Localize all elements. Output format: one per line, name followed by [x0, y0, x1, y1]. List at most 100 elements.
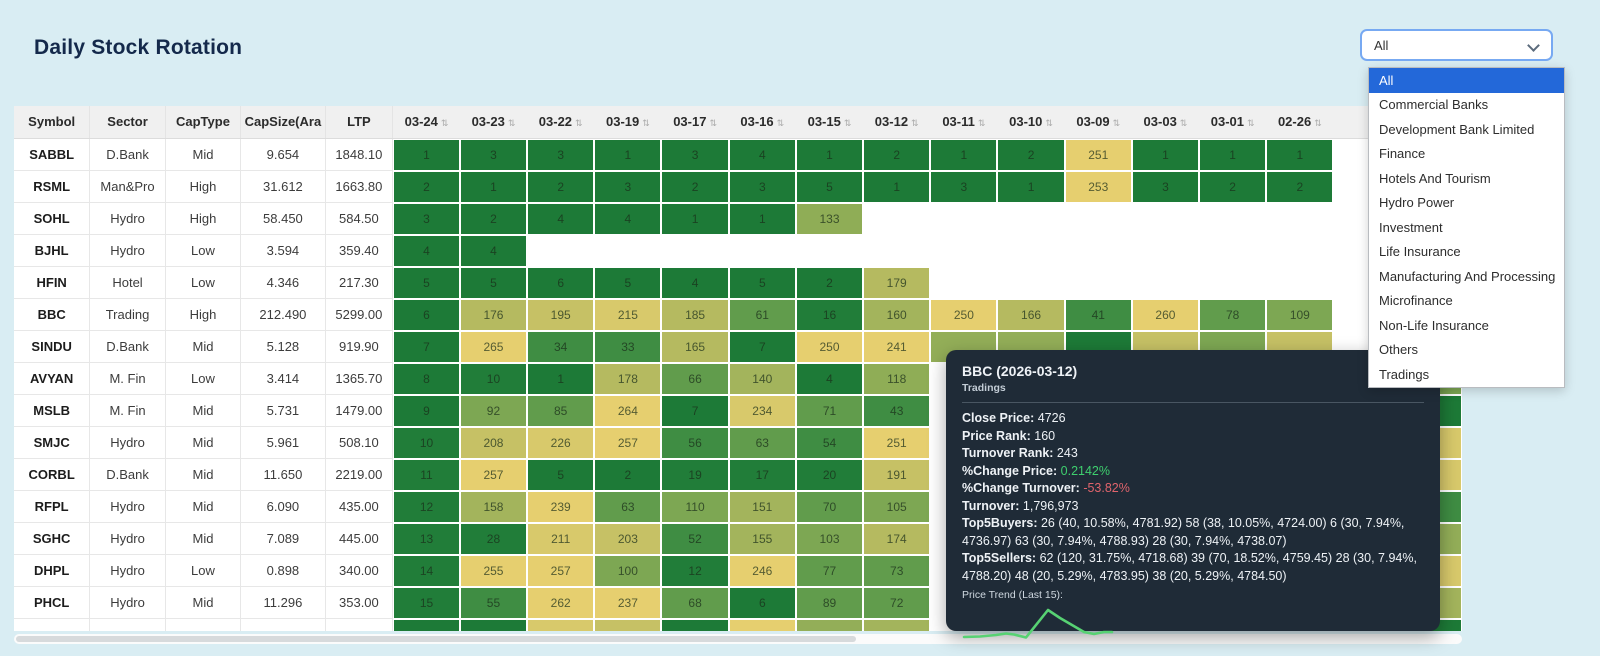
heatmap-cell[interactable]: 5	[595, 267, 661, 298]
heatmap-cell[interactable]: 12	[394, 491, 459, 522]
heatmap-cell[interactable]: 109	[1267, 299, 1333, 330]
date-column-header[interactable]: 03-17 ⇅	[661, 106, 729, 139]
heatmap-cell[interactable]: 1	[998, 171, 1064, 202]
heatmap-cell[interactable]: 257	[595, 427, 661, 458]
heatmap-cell[interactable]: 4	[662, 267, 728, 298]
heatmap-cell[interactable]: 257	[528, 555, 594, 586]
heatmap-cell[interactable]: 234	[729, 395, 795, 426]
heatmap-cell[interactable]: 265	[460, 331, 527, 362]
heatmap-cell[interactable]: 3	[394, 203, 459, 234]
heatmap-cell[interactable]: 191	[864, 459, 930, 490]
heatmap-cell[interactable]: 2	[998, 139, 1064, 170]
heatmap-cell[interactable]: 174	[864, 523, 930, 554]
heatmap-cell[interactable]	[662, 619, 728, 631]
heatmap-cell[interactable]: 1	[460, 171, 527, 202]
heatmap-cell[interactable]: 2	[1200, 171, 1266, 202]
heatmap-cell[interactable]: 241	[864, 331, 930, 362]
date-column-header[interactable]: 03-01 ⇅	[1199, 106, 1267, 139]
heatmap-cell[interactable]: 140	[729, 363, 795, 394]
sector-option[interactable]: Life Insurance	[1379, 244, 1461, 260]
heatmap-cell[interactable]	[595, 619, 661, 631]
heatmap-cell[interactable]: 11	[394, 459, 459, 490]
heatmap-cell[interactable]: 85	[528, 395, 594, 426]
heatmap-cell[interactable]: 260	[1132, 299, 1199, 330]
heatmap-cell[interactable]: 151	[729, 491, 795, 522]
heatmap-cell[interactable]	[796, 619, 863, 631]
heatmap-cell[interactable]: 105	[864, 491, 930, 522]
heatmap-cell[interactable]	[394, 619, 459, 631]
date-column-header[interactable]: 03-15 ⇅	[795, 106, 864, 139]
column-header[interactable]: CapType	[165, 106, 242, 139]
heatmap-cell[interactable]: 19	[662, 459, 728, 490]
heatmap-cell[interactable]: 5	[528, 459, 594, 490]
heatmap-cell[interactable]: 7	[662, 395, 728, 426]
heatmap-cell[interactable]: 110	[662, 491, 728, 522]
heatmap-cell[interactable]: 3	[1132, 171, 1199, 202]
heatmap-cell[interactable]: 255	[460, 555, 527, 586]
heatmap-cell[interactable]: 1	[1132, 139, 1199, 170]
heatmap-cell[interactable]: 118	[864, 363, 930, 394]
date-column-header[interactable]: 03-12 ⇅	[863, 106, 931, 139]
sector-option[interactable]: Others	[1379, 342, 1419, 358]
heatmap-cell[interactable]: 5	[460, 267, 527, 298]
sector-option[interactable]: Hotels And Tourism	[1379, 170, 1491, 186]
heatmap-cell[interactable]: 3	[595, 171, 661, 202]
heatmap-cell[interactable]: 166	[998, 299, 1064, 330]
heatmap-cell[interactable]: 28	[460, 523, 527, 554]
sector-option[interactable]: Non-Life Insurance	[1379, 317, 1489, 333]
heatmap-cell[interactable]: 15	[394, 587, 459, 618]
heatmap-cell[interactable]: 4	[595, 203, 661, 234]
heatmap-cell[interactable]: 257	[460, 459, 527, 490]
heatmap-cell[interactable]: 239	[528, 491, 594, 522]
heatmap-cell[interactable]: 70	[796, 491, 863, 522]
heatmap-cell[interactable]: 54	[796, 427, 863, 458]
heatmap-cell[interactable]: 4	[796, 363, 863, 394]
heatmap-cell[interactable]: 71	[796, 395, 863, 426]
date-column-header[interactable]: 03-16 ⇅	[728, 106, 796, 139]
heatmap-cell[interactable]: 5	[796, 171, 863, 202]
heatmap-cell[interactable]: 4	[729, 139, 795, 170]
heatmap-cell[interactable]: 226	[528, 427, 594, 458]
date-column-header[interactable]: 03-19 ⇅	[594, 106, 662, 139]
heatmap-cell[interactable]: 34	[528, 331, 594, 362]
horizontal-scrollbar[interactable]	[14, 634, 1462, 644]
heatmap-cell[interactable]	[729, 619, 795, 631]
heatmap-cell[interactable]: 195	[528, 299, 594, 330]
heatmap-cell[interactable]: 78	[1200, 299, 1266, 330]
heatmap-cell[interactable]: 68	[662, 587, 728, 618]
heatmap-cell[interactable]: 4	[460, 235, 527, 266]
heatmap-cell[interactable]: 246	[729, 555, 795, 586]
heatmap-cell[interactable]: 2	[394, 171, 459, 202]
heatmap-cell[interactable]: 72	[864, 587, 930, 618]
heatmap-cell[interactable]: 264	[595, 395, 661, 426]
heatmap-cell[interactable]: 251	[864, 427, 930, 458]
heatmap-cell[interactable]: 14	[394, 555, 459, 586]
heatmap-cell[interactable]: 77	[796, 555, 863, 586]
column-header[interactable]: LTP	[325, 106, 394, 139]
heatmap-cell[interactable]: 2	[662, 171, 728, 202]
heatmap-cell[interactable]: 55	[460, 587, 527, 618]
heatmap-cell[interactable]: 1	[1200, 139, 1266, 170]
heatmap-cell[interactable]: 63	[595, 491, 661, 522]
column-header[interactable]: Sector	[89, 106, 166, 139]
heatmap-cell[interactable]: 3	[729, 171, 795, 202]
date-column-header[interactable]: 03-03 ⇅	[1131, 106, 1200, 139]
date-column-header[interactable]: 03-24 ⇅	[392, 106, 460, 139]
heatmap-cell[interactable]: 17	[729, 459, 795, 490]
sector-option[interactable]: Hydro Power	[1379, 195, 1455, 211]
heatmap-cell[interactable]: 92	[460, 395, 527, 426]
heatmap-cell[interactable]: 7	[394, 331, 459, 362]
sector-option[interactable]: Tradings	[1379, 366, 1430, 382]
heatmap-cell[interactable]: 33	[595, 331, 661, 362]
heatmap-cell[interactable]: 1	[931, 139, 997, 170]
heatmap-cell[interactable]: 3	[931, 171, 997, 202]
heatmap-cell[interactable]: 73	[864, 555, 930, 586]
heatmap-cell[interactable]: 2	[1267, 171, 1333, 202]
heatmap-cell[interactable]: 185	[662, 299, 728, 330]
heatmap-cell[interactable]: 2	[528, 171, 594, 202]
heatmap-cell[interactable]: 1	[528, 363, 594, 394]
heatmap-cell[interactable]: 1	[394, 139, 459, 170]
heatmap-cell[interactable]: 6	[528, 267, 594, 298]
heatmap-cell[interactable]: 250	[796, 331, 863, 362]
heatmap-cell[interactable]: 160	[864, 299, 930, 330]
